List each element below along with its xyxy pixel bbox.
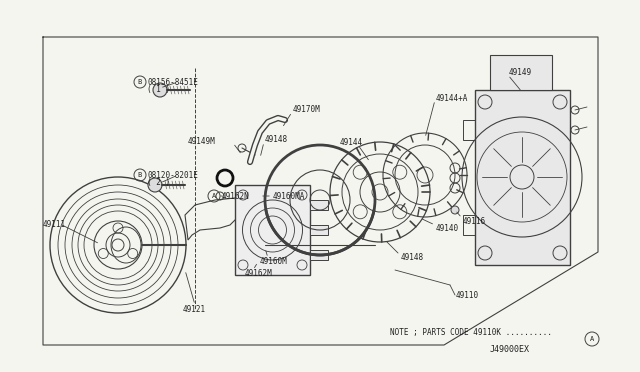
Text: 49144: 49144 bbox=[340, 138, 363, 147]
Text: A: A bbox=[590, 336, 594, 342]
Text: 49149M: 49149M bbox=[188, 137, 215, 145]
Bar bbox=[475, 90, 570, 265]
Bar bbox=[463, 120, 475, 140]
Text: 49110: 49110 bbox=[456, 291, 479, 299]
Bar bbox=[490, 55, 552, 90]
Text: 08156-8451E: 08156-8451E bbox=[147, 77, 198, 87]
Text: ( 1 ): ( 1 ) bbox=[147, 84, 170, 93]
Bar bbox=[463, 215, 475, 235]
Text: 49170M: 49170M bbox=[293, 105, 321, 113]
Text: 49149: 49149 bbox=[509, 67, 532, 77]
Text: 49148: 49148 bbox=[401, 253, 424, 263]
Bar bbox=[310, 225, 328, 235]
Text: ( 2 ): ( 2 ) bbox=[147, 177, 170, 186]
Text: J49000EX: J49000EX bbox=[490, 344, 530, 353]
Text: 49160M: 49160M bbox=[260, 257, 288, 266]
Text: B: B bbox=[138, 79, 142, 85]
Text: NOTE ; PARTS CODE 49110K ..........: NOTE ; PARTS CODE 49110K .......... bbox=[390, 328, 552, 337]
Circle shape bbox=[153, 83, 167, 97]
Text: 49140: 49140 bbox=[436, 224, 459, 232]
Text: 49116: 49116 bbox=[463, 217, 486, 225]
Text: 49121: 49121 bbox=[183, 305, 206, 314]
Text: 49162M: 49162M bbox=[245, 269, 273, 279]
Text: B: B bbox=[138, 172, 142, 178]
Bar bbox=[310, 200, 328, 210]
Bar bbox=[310, 250, 328, 260]
Text: 49160MA: 49160MA bbox=[273, 192, 305, 201]
Text: 49148: 49148 bbox=[265, 135, 288, 144]
Text: 08120-8201E: 08120-8201E bbox=[147, 170, 198, 180]
Text: 49162N: 49162N bbox=[222, 192, 250, 201]
Text: A: A bbox=[212, 193, 216, 199]
Bar bbox=[235, 185, 310, 275]
Circle shape bbox=[148, 178, 162, 192]
Text: 49111: 49111 bbox=[43, 219, 66, 228]
Text: 49144+A: 49144+A bbox=[436, 93, 468, 103]
Circle shape bbox=[451, 206, 459, 214]
